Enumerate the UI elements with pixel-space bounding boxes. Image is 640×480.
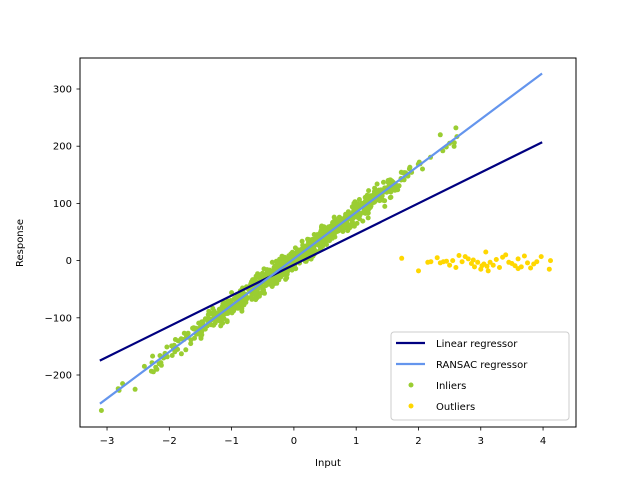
legend-outliers-label: Outliers: [436, 402, 475, 413]
linear-regressor-line: [99, 141, 543, 362]
y-tick-label: −200: [45, 371, 72, 382]
y-axis-label: Response: [15, 219, 26, 267]
axes-frame: [79, 57, 577, 428]
y-tick-label: −100: [45, 313, 72, 324]
y-tick-label: 0: [66, 256, 72, 267]
y-axis: −200 −100 0 100 200 300: [45, 85, 80, 382]
legend-ransac-label: RANSAC regressor: [436, 360, 528, 371]
x-tick-label: 2: [415, 436, 421, 447]
legend: Linear regressor RANSAC regressor Inlier…: [390, 331, 570, 421]
x-tick-label: −3: [100, 436, 115, 447]
x-tick-label: −2: [162, 436, 177, 447]
x-tick-label: 4: [540, 436, 546, 447]
plot-area: [98, 72, 553, 413]
x-tick-label: 3: [478, 436, 484, 447]
legend-linear-label: Linear regressor: [436, 339, 518, 350]
x-tick-label: 1: [353, 436, 359, 447]
legend-inliers-marker: [408, 382, 414, 388]
y-tick-label: 300: [53, 85, 72, 96]
legend-box: [390, 331, 570, 421]
y-tick-label: 100: [53, 199, 72, 210]
outliers-scatter: [399, 249, 553, 274]
ransac-regressor-line: [99, 72, 543, 405]
y-tick-label: 200: [53, 142, 72, 153]
legend-outliers-marker: [408, 403, 414, 409]
x-tick-label: 0: [291, 436, 297, 447]
x-axis: −3 −2 −1 0 1 2 3 4: [100, 427, 546, 447]
x-axis-label: Input: [315, 458, 341, 469]
x-tick-label: −1: [224, 436, 239, 447]
legend-inliers-label: Inliers: [436, 381, 466, 392]
